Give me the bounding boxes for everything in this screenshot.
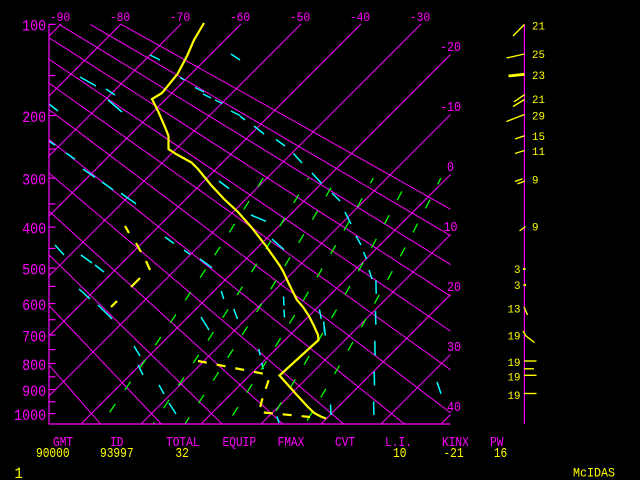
svg-text:700: 700 xyxy=(22,330,46,347)
svg-text:-90: -90 xyxy=(50,10,70,25)
svg-text:19: 19 xyxy=(508,391,521,403)
svg-text:10: 10 xyxy=(393,445,406,462)
svg-text:15: 15 xyxy=(532,132,545,144)
svg-text:200: 200 xyxy=(22,110,46,127)
svg-text:-10: -10 xyxy=(440,99,461,115)
svg-text:29: 29 xyxy=(532,111,545,123)
svg-text:-80: -80 xyxy=(110,10,130,25)
svg-text:0: 0 xyxy=(447,159,454,175)
svg-text:-60: -60 xyxy=(230,10,250,25)
svg-text:EQUIP: EQUIP xyxy=(223,434,257,451)
svg-text:1: 1 xyxy=(15,466,23,480)
svg-text:40: 40 xyxy=(447,399,461,415)
svg-text:20: 20 xyxy=(447,279,461,295)
svg-text:-50: -50 xyxy=(290,10,310,25)
svg-text:L.I.: L.I. xyxy=(385,434,412,451)
svg-text:900: 900 xyxy=(22,384,46,401)
svg-text:23: 23 xyxy=(532,71,545,83)
svg-text:32: 32 xyxy=(175,445,188,462)
svg-text:ID: ID xyxy=(110,434,124,451)
svg-text:10: 10 xyxy=(443,219,457,235)
svg-text:-70: -70 xyxy=(170,10,190,25)
svg-text:13: 13 xyxy=(508,304,521,316)
svg-text:500: 500 xyxy=(22,263,46,280)
svg-text:11: 11 xyxy=(532,147,545,159)
svg-text:9: 9 xyxy=(532,175,538,187)
svg-text:GMT: GMT xyxy=(53,434,73,451)
svg-text:19: 19 xyxy=(508,358,521,370)
svg-text:9: 9 xyxy=(532,222,538,234)
svg-text:90000: 90000 xyxy=(36,445,70,462)
svg-text:19: 19 xyxy=(508,372,521,384)
svg-text:100: 100 xyxy=(22,19,46,36)
svg-text:-20: -20 xyxy=(440,39,461,55)
svg-text:PW: PW xyxy=(490,434,504,451)
svg-text:21: 21 xyxy=(532,95,545,107)
svg-text:-40: -40 xyxy=(350,10,370,25)
svg-text:3: 3 xyxy=(514,265,520,277)
svg-text:TOTAL: TOTAL xyxy=(166,434,200,451)
svg-text:1000: 1000 xyxy=(14,408,46,425)
svg-text:93997: 93997 xyxy=(100,445,134,462)
svg-text:-21: -21 xyxy=(443,445,463,462)
svg-text:16: 16 xyxy=(494,445,507,462)
svg-text:3: 3 xyxy=(514,281,520,293)
svg-text:FMAX: FMAX xyxy=(278,434,305,451)
svg-text:600: 600 xyxy=(22,298,46,315)
svg-text:400: 400 xyxy=(22,222,46,239)
svg-text:KINX: KINX xyxy=(442,434,469,451)
svg-text:-30: -30 xyxy=(410,10,430,25)
svg-text:30: 30 xyxy=(447,339,461,355)
svg-text:19: 19 xyxy=(508,331,521,343)
svg-text:800: 800 xyxy=(22,358,46,375)
svg-text:300: 300 xyxy=(22,173,46,190)
svg-text:CVT: CVT xyxy=(335,434,355,451)
svg-text:McIDAS: McIDAS xyxy=(573,466,615,480)
svg-text:25: 25 xyxy=(532,50,545,62)
svg-text:21: 21 xyxy=(532,21,545,33)
